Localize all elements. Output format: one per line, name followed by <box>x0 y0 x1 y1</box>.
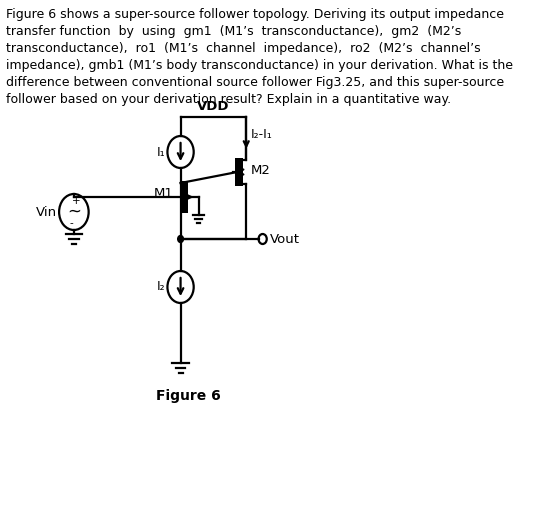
Text: transfer function  by  using  gm1  (M1’s  transconductance),  gm2  (M2’s: transfer function by using gm1 (M1’s tra… <box>6 25 461 38</box>
Text: impedance), gmb1 (M1’s body transconductance) in your derivation. What is the: impedance), gmb1 (M1’s body transconduct… <box>6 59 513 72</box>
Text: transconductance),  ro1  (M1’s  channel  impedance),  ro2  (M2’s  channel’s: transconductance), ro1 (M1’s channel imp… <box>6 42 481 55</box>
Text: M2: M2 <box>251 163 271 176</box>
Circle shape <box>178 235 184 242</box>
Text: I₂-I₁: I₂-I₁ <box>250 128 272 141</box>
Text: difference between conventional source follower Fig3.25, and this super-source: difference between conventional source f… <box>6 76 504 89</box>
Text: +: + <box>72 196 81 206</box>
Text: I₁: I₁ <box>156 146 165 159</box>
Text: follower based on your derivation result? Explain in a quantitative way.: follower based on your derivation result… <box>6 93 451 106</box>
Text: -: - <box>69 218 73 228</box>
Text: M1: M1 <box>154 187 173 199</box>
Text: Figure 6 shows a super-source follower topology. Deriving its output impedance: Figure 6 shows a super-source follower t… <box>6 8 504 21</box>
Text: Vin: Vin <box>35 205 56 219</box>
Text: Figure 6: Figure 6 <box>156 389 221 403</box>
Text: Vout: Vout <box>270 233 300 245</box>
Text: I₂: I₂ <box>156 280 165 294</box>
Text: ~: ~ <box>67 203 81 221</box>
Text: VDD: VDD <box>197 100 230 113</box>
